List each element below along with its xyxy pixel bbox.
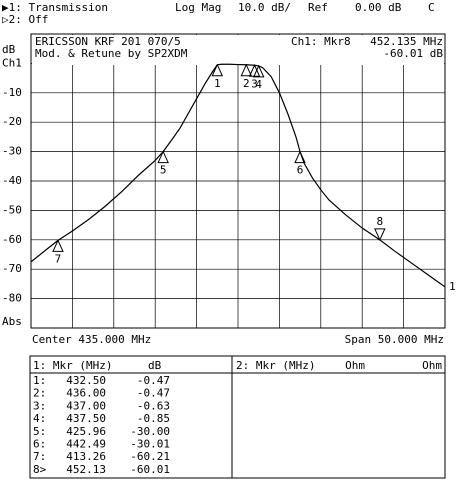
marker-name: Ch1: Mkr8 [291, 35, 351, 48]
table-cell: 6: [33, 438, 46, 451]
scale: 10.0 dB/ [238, 1, 291, 14]
marker [52, 239, 64, 252]
table-cell: -0.47 [137, 387, 170, 400]
marker-label: 7 [55, 252, 62, 265]
table-cell: -60.21 [130, 450, 170, 463]
trace2-label: ▷2: Off [2, 13, 48, 26]
table-cell: 437.00 [66, 399, 106, 412]
marker-label: 4 [255, 78, 262, 91]
table-cell: 2: [33, 387, 46, 400]
table-cell: 452.13 [66, 463, 106, 476]
table-cell: 8> [33, 463, 47, 476]
y-axis-label: dB [2, 43, 16, 56]
trace1-label: ▶1: Transmission [2, 1, 108, 14]
table-cell: 1: [33, 374, 46, 387]
table-header: 2: Mkr (MHz) [236, 359, 315, 372]
table-cell: 413.26 [66, 450, 106, 463]
table-cell: 3: [33, 399, 46, 412]
center-label: Center 435.000 MHz [32, 333, 151, 346]
span-label: Span 50.000 MHz [345, 333, 444, 346]
marker-label: 5 [160, 164, 167, 177]
table-frame [29, 355, 446, 479]
marker [252, 64, 265, 78]
table-header: dB [148, 359, 162, 372]
y-tick-label: -80 [2, 292, 22, 305]
marker-label: 3 [251, 77, 258, 90]
table-cell: 7: [33, 450, 46, 463]
table-cell: 4: [33, 412, 46, 425]
marker-level: -60.01 dB [383, 47, 443, 60]
marker [211, 63, 224, 77]
table-header: 1: Mkr (MHz) [33, 359, 112, 372]
marker [240, 63, 253, 77]
table-cell: 436.00 [66, 387, 106, 400]
y-tick-label: Ch1 [2, 56, 22, 69]
y-tick-label: -60 [2, 233, 22, 246]
table-cell: -0.47 [137, 374, 170, 387]
marker-label: 2 [243, 77, 250, 90]
table-cell: -0.85 [137, 412, 170, 425]
info-title: ERICSSON KRF 201 070/5 [35, 35, 181, 48]
marker-label: 1 [214, 77, 221, 90]
marker [374, 228, 386, 242]
marker-label: 6 [297, 164, 304, 177]
table-header: Ohm [345, 359, 365, 372]
ref-value: 0.00 dB [355, 1, 402, 14]
table-cell: 5: [33, 425, 46, 438]
y-tick-label: Abs [2, 315, 22, 328]
table-cell: -30.00 [130, 425, 170, 438]
trace [30, 63, 446, 288]
format: Log Mag [175, 1, 221, 14]
table-cell: 425.96 [66, 425, 106, 438]
marker [248, 64, 261, 77]
table-cell: 437.50 [66, 412, 106, 425]
table-cell: -60.01 [130, 463, 170, 476]
table-cell: 432.50 [66, 374, 106, 387]
marker-label: 8 [377, 215, 384, 228]
y-tick-label: -70 [2, 262, 22, 275]
info-subtitle: Mod. & Retune by SP2XDM [35, 47, 188, 60]
cal-flag: C [428, 1, 435, 14]
ref-label: Ref [308, 1, 328, 14]
y-tick-label: -30 [2, 145, 22, 158]
marker [157, 150, 169, 164]
info-box [32, 35, 444, 65]
marker [294, 150, 306, 164]
plot-frame [30, 33, 446, 329]
trace-label: 1 [449, 280, 456, 293]
table-cell: 442.49 [66, 438, 106, 451]
y-tick-label: -50 [2, 203, 22, 216]
y-tick-label: -20 [2, 115, 22, 128]
table-header: Ohm [422, 359, 442, 372]
y-tick-label: -10 [2, 86, 22, 99]
marker-freq: 452.135 MHz [370, 35, 443, 48]
table-cell: -30.01 [130, 438, 170, 451]
table-cell: -0.63 [137, 399, 170, 412]
y-tick-label: -40 [2, 174, 22, 187]
